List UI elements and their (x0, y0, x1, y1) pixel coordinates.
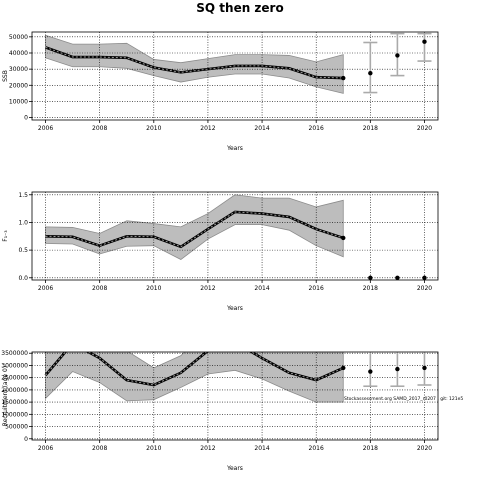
forecast-point (368, 275, 373, 280)
y-tick-label: 1.5 (18, 192, 28, 199)
x-tick-label: 2014 (254, 445, 269, 452)
final-estimate-point (341, 365, 346, 371)
x-tick-label: 2018 (363, 125, 378, 132)
plot-frame (31, 191, 439, 281)
x-axis-label: Years (226, 305, 243, 312)
x-tick-label: 2008 (92, 285, 107, 292)
y-tick-label: 1500000 (1, 399, 28, 406)
x-tick-label: 2014 (254, 285, 269, 292)
estimate-line-dash (45, 46, 344, 79)
y-tick-label: 500000 (5, 424, 28, 431)
x-tick-label: 2020 (417, 285, 432, 292)
confidence-band (45, 194, 344, 260)
x-tick-label: 2018 (363, 445, 378, 452)
plot-area (32, 192, 438, 280)
y-tick-label: 30000 (9, 66, 28, 73)
forecast-point (368, 70, 373, 76)
forecast-point (368, 369, 373, 374)
plot-frame (31, 31, 439, 121)
forecast-point (422, 39, 427, 44)
x-tick-label: 2018 (363, 285, 378, 292)
y-tick-label: 50000 (9, 34, 28, 41)
forecast-point (395, 275, 400, 280)
stockassessment-annotation: Stockassessment.org SAMD_2017_r0207 , gi… (344, 396, 463, 402)
estimate-line-dash (45, 211, 344, 248)
y-tick-label: 0.5 (18, 247, 28, 254)
x-tick-label: 2008 (92, 125, 107, 132)
y-tick-label: 40000 (9, 50, 28, 57)
y-tick-label: 10000 (9, 98, 28, 105)
recruitment-panel: 2006 2008 2010 2012 2014 2016 2018 2020 0 500000 1… (1, 350, 439, 472)
x-tick-label: 2012 (200, 445, 215, 452)
x-tick-label: 2006 (38, 125, 53, 132)
y-axis-label: F₁₋₃ (2, 230, 9, 242)
y-axis-label: Recruitment (age 0) (2, 366, 9, 426)
y-tick-label: 0 (24, 115, 28, 122)
x-tick-label: 2016 (309, 125, 324, 132)
forecast-point (395, 366, 400, 372)
x-tick-label: 2010 (146, 125, 161, 132)
y-tick-label: 0 (24, 436, 28, 443)
plot-frame (31, 351, 439, 441)
forecast-point (422, 275, 427, 280)
x-tick-label: 2012 (200, 125, 215, 132)
x-axis-label: Years (226, 465, 243, 472)
final-estimate-point (341, 75, 346, 81)
x-tick-label: 2012 (200, 285, 215, 292)
plot-area (32, 32, 438, 120)
y-tick-label: 20000 (9, 82, 28, 89)
final-estimate-point (341, 235, 346, 241)
plot-area (32, 352, 438, 440)
x-axis-label: Years (226, 145, 243, 152)
x-tick-label: 2020 (417, 125, 432, 132)
x-tick-label: 2010 (146, 285, 161, 292)
x-tick-label: 2006 (38, 285, 53, 292)
x-tick-label: 2016 (309, 445, 324, 452)
ssb-panel: 2006 2008 2010 2012 2014 2016 2018 2020 0 10000 20… (2, 31, 439, 152)
x-tick-label: 2010 (146, 445, 161, 452)
x-tick-label: 2020 (417, 445, 432, 452)
y-tick-label: 1000000 (1, 411, 28, 418)
y-axis-label: SSB (2, 70, 9, 82)
y-tick-label: 3000000 (1, 362, 28, 369)
x-tick-label: 2006 (38, 445, 53, 452)
x-tick-label: 2014 (254, 125, 269, 132)
x-tick-label: 2016 (309, 285, 324, 292)
x-tick-label: 2008 (92, 445, 107, 452)
y-tick-label: 3500000 (1, 350, 28, 357)
y-tick-label: 2000000 (1, 387, 28, 394)
figure-title: SQ then zero (196, 1, 283, 15)
forecast-point (422, 365, 427, 371)
y-tick-label: 0.0 (18, 275, 28, 282)
estimate-line (44, 352, 344, 387)
y-tick-label: 1.0 (18, 219, 28, 226)
forecast-point (395, 53, 400, 58)
confidence-band (45, 34, 344, 94)
y-tick-label: 2500000 (1, 375, 28, 382)
fishing-mortality-panel: 2006 2008 2010 2012 2014 2016 2018 2020 0.0 0.5 1.… (2, 191, 439, 312)
